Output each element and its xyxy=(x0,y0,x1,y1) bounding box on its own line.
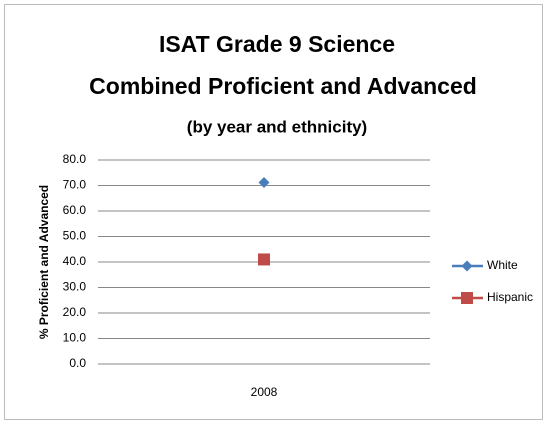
chart-title: ISAT Grade 9 Science xyxy=(159,31,395,57)
chart-subtitle: (by year and ethnicity) xyxy=(187,117,367,136)
marker xyxy=(258,253,270,266)
y-tick-label: 40.0 xyxy=(63,254,87,268)
y-tick-label: 10.0 xyxy=(63,331,87,345)
legend-marker xyxy=(461,260,473,272)
y-tick-label: 70.0 xyxy=(63,178,87,192)
marker xyxy=(258,176,270,188)
y-tick-label: 0.0 xyxy=(69,356,86,370)
chart-title: Combined Proficient and Advanced xyxy=(89,73,477,99)
legend-label: Hispanic xyxy=(487,290,533,304)
legend-marker xyxy=(461,292,473,304)
x-tick-label: 2008 xyxy=(251,385,278,399)
legend-label: White xyxy=(487,258,518,272)
y-tick-label: 60.0 xyxy=(63,203,87,217)
y-axis-label: % Proficient and Advanced xyxy=(37,185,51,339)
y-tick-label: 20.0 xyxy=(63,305,87,319)
y-tick-label: 80.0 xyxy=(63,152,87,166)
y-tick-label: 30.0 xyxy=(63,280,87,294)
chart-border xyxy=(4,4,543,420)
y-tick-label: 50.0 xyxy=(63,229,87,243)
